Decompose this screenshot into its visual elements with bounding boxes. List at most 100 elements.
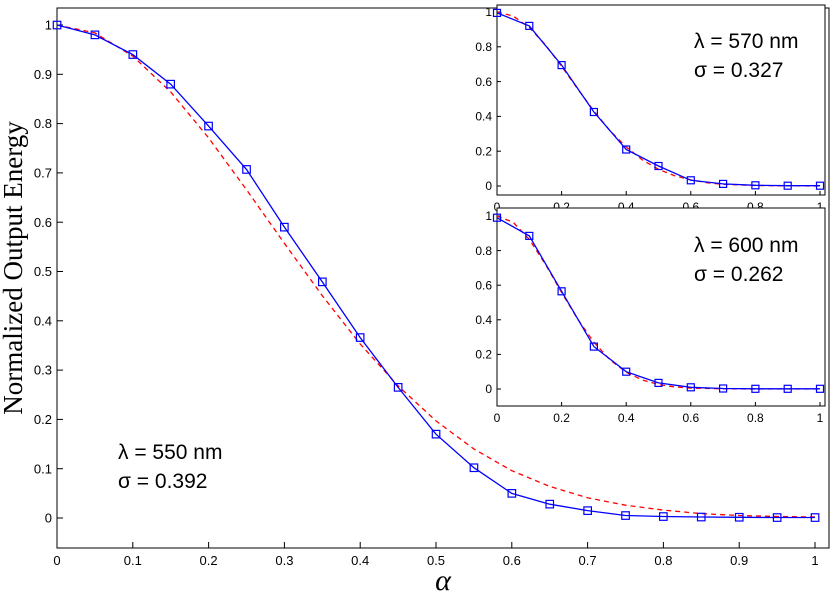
inset-top-y-tick-label: 1 <box>485 5 492 19</box>
inset-bottom-square-marker <box>525 231 534 240</box>
inset-top-square-marker <box>654 161 663 171</box>
inset-top-annotation-sigma: σ = 0.327 <box>694 59 783 82</box>
main-y-tick-label: 0.8 <box>34 116 52 131</box>
inset-top-x-tick-label: 0 <box>494 200 501 214</box>
main-square-marker <box>810 513 820 522</box>
inset-top-square-marker <box>589 107 599 117</box>
main-x-tick-label: 0.9 <box>730 553 748 568</box>
inset-top-square-marker <box>783 181 792 190</box>
inset-top-square-marker <box>686 176 695 185</box>
main-annotation-sigma: σ = 0.392 <box>118 470 207 493</box>
main-annotation-wavelength: λ = 550 nm <box>118 441 222 464</box>
inset-bottom-y-tick-label: 0.8 <box>475 244 492 258</box>
inset-top-square-marker <box>815 181 825 190</box>
main-square-marker <box>545 499 555 509</box>
inset-bottom-y-ticks: 0 0.2 0.4 0.6 0.8 1 <box>475 209 501 396</box>
main-square-marker <box>734 512 744 522</box>
inset-bottom-square-marker <box>557 287 566 296</box>
main-y-tick-label: 0.5 <box>34 264 52 279</box>
main-square-marker <box>90 30 100 40</box>
inset-bottom-x-ticks: 0 0.2 0.4 0.6 0.8 1 <box>494 402 824 425</box>
main-x-tick-label: 0.1 <box>124 553 142 568</box>
main-square-marker <box>583 506 593 515</box>
main-y-tick-label: 0.4 <box>34 313 52 328</box>
main-x-axis-label: α <box>435 564 452 597</box>
main-y-tick-label: 0.7 <box>34 165 52 180</box>
main-y-tick-label: 0.6 <box>34 215 52 230</box>
inset-top-square-marker <box>557 60 566 70</box>
main-square-marker <box>469 463 479 473</box>
inset-bottom-y-tick-label: 0.6 <box>475 278 492 292</box>
inset-bottom-square-marker <box>718 384 728 393</box>
inset-bottom-y-tick-label: 0.2 <box>475 348 492 362</box>
main-y-tick-label: 0.3 <box>34 363 52 378</box>
main-x-tick-label: 0.6 <box>503 553 521 568</box>
main-x-tick-label: 0.5 <box>427 553 445 568</box>
inset-top-y-tick-label: 0.4 <box>475 110 492 124</box>
inset-bottom-annotation-sigma: σ = 0.262 <box>694 263 783 286</box>
inset-bottom-square-marker <box>783 384 792 393</box>
main-x-ticks: 0 0.1 0.2 0.3 0.4 0.5 0.6 0.7 0.8 0.9 1 <box>53 542 819 568</box>
inset-top-series <box>492 8 825 190</box>
inset-top-square-marker <box>492 8 502 17</box>
main-square-marker <box>355 333 365 342</box>
main-y-axis-label: Normalized Output Energy <box>0 121 28 415</box>
main-x-tick-label: 0.2 <box>200 553 218 568</box>
inset-bottom-y-tick-label: 0.4 <box>475 313 492 327</box>
inset-top-y-tick-label: 0 <box>485 179 492 193</box>
main-square-marker <box>507 489 517 498</box>
inset-top-square-marker <box>751 181 760 190</box>
inset-top-square-marker <box>622 145 631 154</box>
main-square-marker <box>393 383 403 392</box>
inset-top-plot-frame <box>496 4 826 196</box>
main-square-marker <box>318 277 327 287</box>
main-square-marker <box>280 222 289 232</box>
inset-top-chart: 0 0.2 0.4 0.6 0.8 1 0 0.2 0.4 0.6 0.8 1 λ = 570 nm… <box>475 4 826 214</box>
main-square-marker <box>52 20 62 30</box>
inset-top-y-ticks: 0 0.2 0.4 0.6 0.8 1 <box>475 5 501 193</box>
inset-bottom-x-tick-label: 1 <box>817 411 824 425</box>
inset-top-x-tick-label: 1 <box>817 200 824 214</box>
main-square-marker <box>431 429 441 439</box>
main-square-marker <box>204 121 213 131</box>
main-square-marker <box>166 79 175 89</box>
inset-bottom-x-tick-label: 0 <box>494 411 501 425</box>
inset-bottom-x-tick-label: 0.6 <box>682 411 699 425</box>
main-square-marker <box>128 50 138 59</box>
inset-top-square-marker <box>718 179 728 188</box>
main-y-tick-label: 0.2 <box>34 412 52 427</box>
inset-top-measured-line <box>496 12 820 187</box>
main-square-marker <box>772 513 782 522</box>
main-y-tick-label: 0.9 <box>34 67 52 82</box>
main-square-marker <box>696 512 706 522</box>
inset-bottom-y-tick-label: 0 <box>485 382 492 396</box>
main-fit-dashed-line <box>56 24 816 518</box>
main-y-tick-label: 1 <box>45 18 52 33</box>
inset-bottom-square-marker <box>815 384 825 393</box>
inset-bottom-series <box>492 213 825 393</box>
main-x-tick-label: 0.7 <box>579 553 597 568</box>
inset-bottom-x-tick-label: 0.4 <box>618 411 635 425</box>
inset-bottom-chart: 0 0.2 0.4 0.6 0.8 1 0 0.2 0.4 0.6 0.8 1 λ = 600 nm… <box>475 207 826 425</box>
inset-bottom-square-marker <box>589 342 599 351</box>
main-x-tick-label: 0 <box>53 553 60 568</box>
main-y-ticks: 0 0.1 0.2 0.3 0.4 0.5 0.6 0.7 0.8 0.9 1 <box>34 18 63 526</box>
main-square-marker <box>242 165 251 174</box>
inset-bottom-annotation-wavelength: λ = 600 nm <box>694 234 798 257</box>
inset-bottom-plot-frame <box>496 207 826 407</box>
main-y-tick-label: 0.1 <box>34 461 52 476</box>
main-measured-line <box>56 24 815 519</box>
main-series <box>52 20 820 522</box>
inset-top-y-tick-label: 0.8 <box>475 40 492 54</box>
inset-bottom-square-marker <box>654 378 663 387</box>
inset-top-y-tick-label: 0.6 <box>475 75 492 89</box>
main-x-tick-label: 0.3 <box>275 553 293 568</box>
inset-bottom-measured-line <box>496 217 820 390</box>
inset-top-y-tick-label: 0.2 <box>475 144 492 158</box>
inset-bottom-x-tick-label: 0.2 <box>553 411 570 425</box>
inset-top-annotation-wavelength: λ = 570 nm <box>694 30 798 53</box>
main-square-marker <box>621 511 630 520</box>
main-x-tick-label: 0.8 <box>654 553 672 568</box>
main-x-tick-label: 0.4 <box>351 553 369 568</box>
